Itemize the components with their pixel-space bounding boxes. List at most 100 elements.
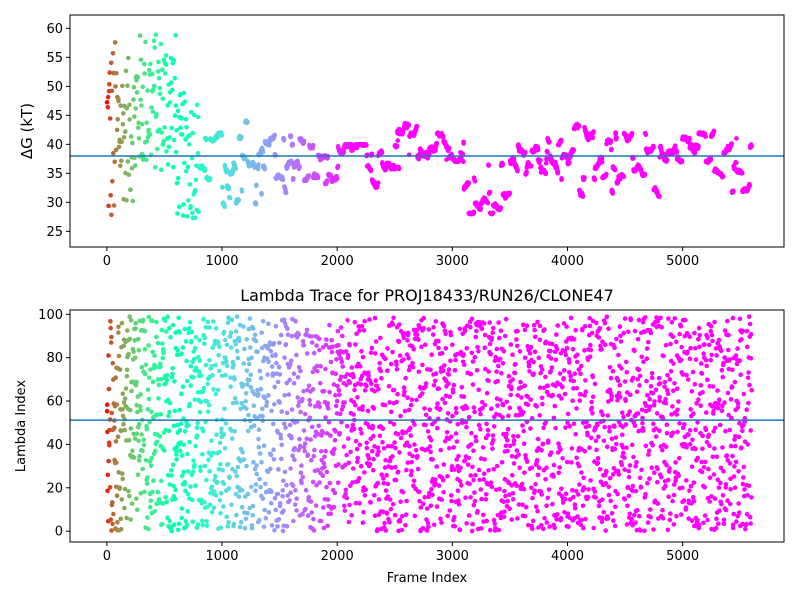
bottom-data-point bbox=[393, 445, 398, 451]
bottom-data-point bbox=[486, 369, 492, 374]
bottom-data-point bbox=[179, 473, 185, 479]
bottom-data-point bbox=[609, 511, 615, 516]
bottom-data-point bbox=[202, 335, 208, 341]
bottom-data-point bbox=[581, 486, 587, 491]
bottom-data-point bbox=[562, 391, 568, 397]
top-data-point bbox=[142, 71, 147, 76]
bottom-data-point bbox=[612, 523, 618, 529]
bottom-data-point bbox=[357, 442, 363, 448]
top-data-point bbox=[315, 175, 321, 181]
bottom-data-point bbox=[126, 437, 132, 443]
top-x-tick-label: 4000 bbox=[551, 254, 584, 269]
bottom-data-point bbox=[189, 339, 194, 344]
top-data-point bbox=[136, 120, 141, 126]
bottom-data-point bbox=[274, 360, 279, 366]
top-data-point bbox=[116, 144, 122, 150]
bottom-data-point bbox=[268, 452, 274, 458]
bottom-data-point bbox=[299, 463, 304, 468]
bottom-data-point bbox=[190, 497, 195, 503]
bottom-data-point bbox=[343, 491, 348, 497]
bottom-data-point bbox=[335, 480, 341, 486]
bottom-data-point bbox=[488, 527, 493, 533]
top-data-point bbox=[629, 131, 635, 136]
bottom-data-point bbox=[390, 349, 395, 355]
top-data-point bbox=[162, 71, 168, 76]
bottom-data-point bbox=[141, 437, 146, 443]
top-data-point bbox=[108, 60, 114, 66]
bottom-data-point bbox=[651, 421, 656, 427]
bottom-data-point bbox=[663, 483, 668, 489]
bottom-data-point bbox=[573, 432, 579, 437]
bottom-data-point bbox=[577, 482, 582, 487]
bottom-data-point bbox=[187, 439, 192, 445]
top-data-point bbox=[159, 130, 165, 135]
bottom-data-point bbox=[428, 449, 433, 455]
bottom-data-point bbox=[152, 448, 158, 454]
bottom-data-point bbox=[234, 473, 240, 479]
bottom-data-point bbox=[444, 430, 450, 435]
bottom-data-point bbox=[461, 352, 466, 357]
bottom-data-point bbox=[671, 388, 676, 394]
bottom-data-point bbox=[564, 324, 569, 329]
bottom-data-point bbox=[545, 495, 550, 501]
bottom-data-point bbox=[332, 490, 338, 496]
bottom-data-point bbox=[447, 508, 453, 513]
bottom-data-point bbox=[290, 483, 296, 489]
bottom-data-point bbox=[367, 461, 373, 467]
bottom-data-point bbox=[110, 521, 115, 527]
bottom-data-point bbox=[639, 407, 645, 413]
bottom-data-point bbox=[674, 339, 679, 345]
bottom-data-point bbox=[233, 469, 238, 474]
bottom-data-point bbox=[531, 371, 536, 377]
bottom-data-point bbox=[166, 325, 172, 331]
top-data-point bbox=[160, 96, 166, 101]
top-data-point bbox=[259, 192, 264, 197]
top-data-point bbox=[643, 132, 649, 138]
bottom-data-point bbox=[471, 405, 477, 410]
bottom-data-point bbox=[307, 397, 312, 403]
bottom-data-point bbox=[378, 335, 383, 341]
top-data-point bbox=[163, 53, 169, 58]
bottom-data-point bbox=[148, 463, 154, 469]
bottom-data-point bbox=[423, 381, 429, 386]
bottom-data-point bbox=[342, 508, 348, 513]
bottom-data-point bbox=[574, 385, 580, 391]
bottom-data-point bbox=[167, 400, 173, 406]
bottom-data-point bbox=[431, 325, 436, 330]
bottom-data-point bbox=[552, 525, 557, 531]
bottom-data-point bbox=[532, 334, 538, 340]
bottom-data-point bbox=[381, 481, 387, 486]
bottom-data-point bbox=[652, 399, 657, 404]
bottom-data-point bbox=[409, 468, 414, 474]
bottom-data-point bbox=[589, 405, 595, 411]
bottom-data-point bbox=[511, 434, 516, 439]
bottom-data-point bbox=[309, 424, 315, 430]
bottom-data-point bbox=[175, 348, 180, 353]
top-data-point bbox=[190, 210, 195, 216]
bottom-data-point bbox=[410, 453, 415, 459]
top-data-point bbox=[621, 174, 627, 179]
bottom-data-point bbox=[436, 386, 442, 391]
bottom-data-point bbox=[438, 447, 444, 453]
bottom-data-point bbox=[561, 376, 566, 381]
bottom-data-point bbox=[172, 496, 178, 502]
bottom-data-point bbox=[131, 349, 136, 355]
bottom-data-point bbox=[365, 408, 371, 414]
bottom-data-point bbox=[224, 342, 230, 348]
bottom-data-point bbox=[223, 421, 229, 426]
bottom-data-point bbox=[224, 514, 229, 520]
bottom-data-point bbox=[372, 493, 377, 498]
bottom-data-point bbox=[169, 528, 174, 534]
bottom-data-point bbox=[558, 515, 564, 521]
bottom-data-point bbox=[371, 406, 377, 411]
bottom-data-point bbox=[434, 464, 440, 469]
bottom-data-point bbox=[328, 433, 333, 438]
top-data-point bbox=[173, 103, 179, 108]
bottom-data-point bbox=[360, 354, 366, 360]
bottom-data-point bbox=[200, 452, 205, 457]
top-data-point bbox=[591, 129, 596, 134]
top-data-point bbox=[126, 172, 132, 177]
bottom-data-point bbox=[300, 338, 306, 344]
bottom-data-point bbox=[412, 442, 417, 447]
bottom-data-point bbox=[491, 325, 496, 331]
